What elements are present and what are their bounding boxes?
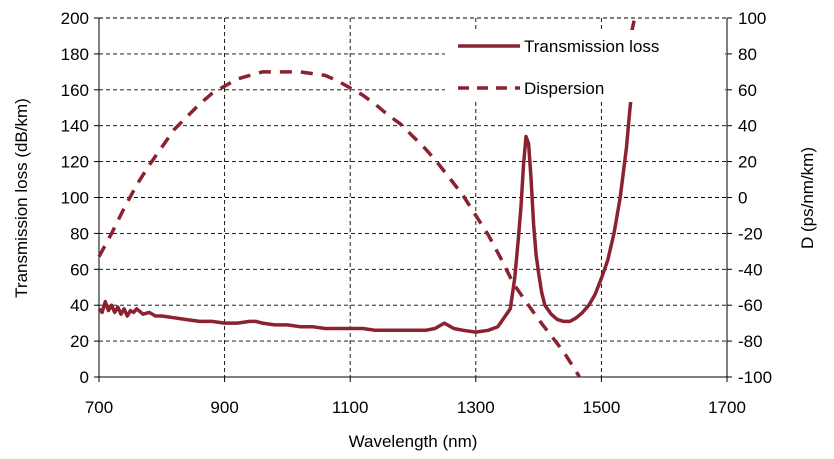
y-tick-label: 80 xyxy=(70,224,89,243)
legend: Transmission loss Dispersion xyxy=(445,30,725,102)
axes-layer: 020406080100120140160180200-100-80-60-40… xyxy=(61,9,772,417)
y-tick-label: 200 xyxy=(61,9,89,28)
x-tick-label: 1100 xyxy=(332,398,369,417)
y2-tick-label: -20 xyxy=(738,224,763,243)
legend-label-transmission-loss: Transmission loss xyxy=(524,37,659,56)
y-tick-label: 20 xyxy=(70,332,89,351)
y-tick-label: 0 xyxy=(80,368,89,387)
x-tick-label: 900 xyxy=(210,398,238,417)
y2-tick-label: -60 xyxy=(738,296,763,315)
y2-tick-label: 100 xyxy=(738,9,766,28)
y-tick-label: 180 xyxy=(61,45,89,64)
y2-axis-title: D (ps/nm/km) xyxy=(798,147,817,249)
y-tick-label: 100 xyxy=(61,189,89,208)
y2-tick-label: 80 xyxy=(738,45,757,64)
x-tick-label: 700 xyxy=(85,398,113,417)
y2-tick-label: 20 xyxy=(738,153,757,172)
y-tick-label: 60 xyxy=(70,260,89,279)
x-tick-label: 1500 xyxy=(582,398,620,417)
y-tick-label: 140 xyxy=(61,117,89,136)
y-tick-label: 160 xyxy=(61,81,89,100)
legend-label-dispersion: Dispersion xyxy=(524,79,604,98)
x-tick-label: 1700 xyxy=(708,398,746,417)
series-line-dispersion xyxy=(97,70,581,378)
y-tick-label: 40 xyxy=(70,296,89,315)
y2-tick-label: 60 xyxy=(738,81,757,100)
y2-tick-label: 40 xyxy=(738,117,757,136)
x-axis-title: Wavelength (nm) xyxy=(349,432,478,451)
y2-tick-label: -40 xyxy=(738,260,763,279)
y-tick-label: 120 xyxy=(61,153,89,172)
x-tick-label: 1300 xyxy=(457,398,495,417)
y2-tick-label: 0 xyxy=(738,189,747,208)
y2-tick-label: -80 xyxy=(738,332,763,351)
legend-background xyxy=(445,30,725,102)
series-line-transmission-loss xyxy=(97,80,635,334)
y-axis-title: Transmission loss (dB/km) xyxy=(12,98,31,298)
y2-tick-label: -100 xyxy=(738,368,772,387)
